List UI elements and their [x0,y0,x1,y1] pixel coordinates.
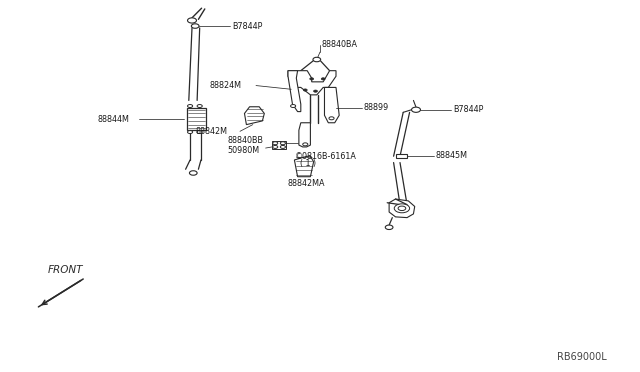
Text: 88842M: 88842M [195,127,227,136]
Circle shape [280,145,285,148]
Circle shape [385,225,393,230]
Circle shape [191,24,199,28]
Circle shape [197,105,202,108]
Circle shape [188,131,193,134]
Polygon shape [299,123,310,147]
Circle shape [197,131,202,134]
Circle shape [321,78,325,80]
Circle shape [273,142,278,145]
Circle shape [291,105,296,108]
Text: ( 1 ): ( 1 ) [300,159,316,168]
Bar [187,108,206,130]
Text: FRONT: FRONT [48,265,83,275]
Text: 88824M: 88824M [209,81,241,90]
Circle shape [188,18,196,23]
Circle shape [313,57,321,62]
Text: 88842MA: 88842MA [288,179,326,188]
Text: ©0816B-6161A: ©0816B-6161A [294,152,356,161]
Circle shape [394,204,410,213]
Circle shape [303,143,308,146]
Circle shape [189,171,197,175]
Text: 88840BB: 88840BB [227,136,263,145]
Circle shape [303,89,307,91]
Bar [396,154,407,158]
Text: 88844M: 88844M [97,115,129,124]
Text: 50980M: 50980M [227,146,259,155]
Text: B7844P: B7844P [453,105,483,114]
Circle shape [280,142,285,145]
Circle shape [412,107,420,112]
Polygon shape [288,71,336,95]
Text: RB69000L: RB69000L [557,352,607,362]
Text: 88840BA: 88840BA [322,40,358,49]
Circle shape [188,105,193,108]
Circle shape [273,145,278,148]
Polygon shape [244,107,264,125]
Circle shape [314,90,317,92]
Circle shape [329,117,334,120]
Circle shape [310,78,314,80]
Polygon shape [294,156,314,177]
Text: 88899: 88899 [364,103,388,112]
Text: B7844P: B7844P [232,22,262,31]
Bar [272,141,286,149]
Polygon shape [288,71,301,112]
Text: 88845M: 88845M [436,151,468,160]
Circle shape [398,206,406,211]
Polygon shape [389,199,415,218]
Polygon shape [324,87,339,123]
